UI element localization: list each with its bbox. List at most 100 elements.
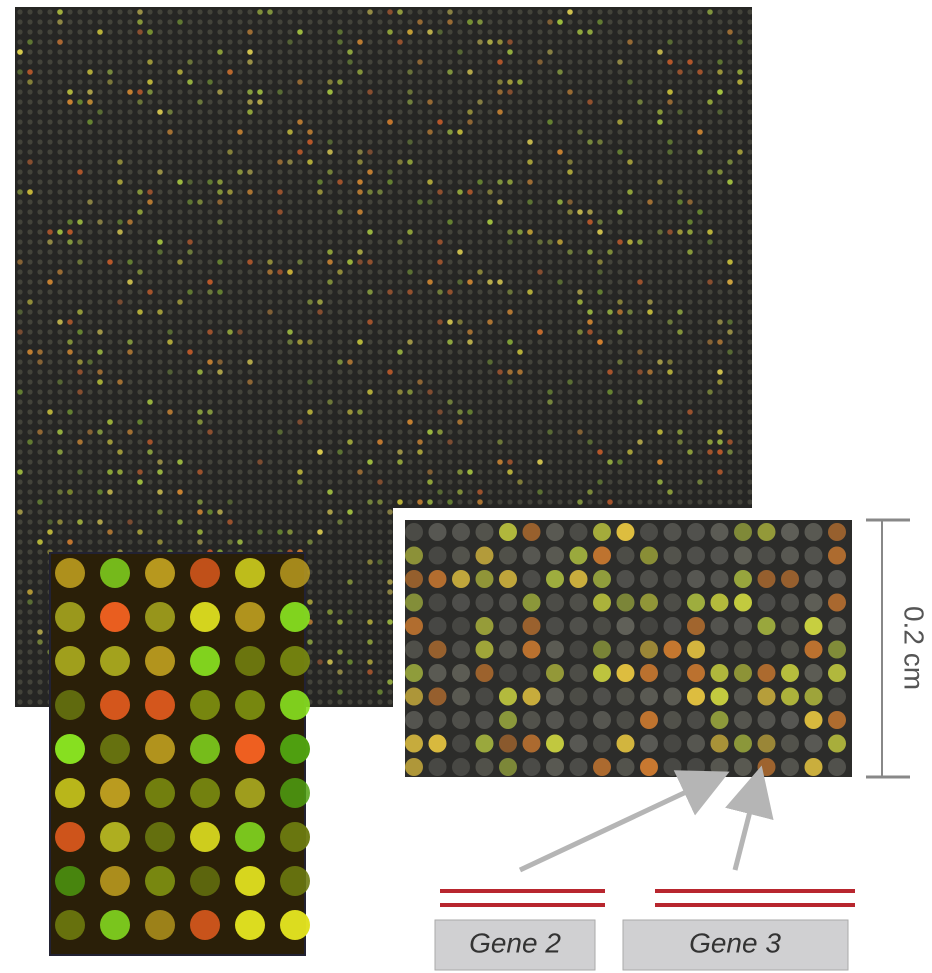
spot <box>145 646 175 676</box>
spot <box>677 429 683 435</box>
spot <box>235 822 265 852</box>
spot <box>405 570 423 588</box>
spot <box>427 479 433 485</box>
spot <box>167 409 173 415</box>
spot <box>327 249 333 255</box>
spot <box>187 179 193 185</box>
spot <box>617 594 635 612</box>
spot <box>377 559 383 565</box>
spot <box>781 570 799 588</box>
spot <box>47 409 53 415</box>
spot <box>447 499 453 505</box>
spot <box>257 529 263 535</box>
spot <box>55 734 85 764</box>
spot <box>570 570 588 588</box>
spot <box>297 119 303 125</box>
spot <box>640 594 658 612</box>
spot <box>557 239 563 245</box>
spot <box>407 269 413 275</box>
spot <box>805 735 823 753</box>
spot <box>77 169 83 175</box>
spot <box>287 529 293 535</box>
spot <box>145 822 175 852</box>
spot <box>397 159 403 165</box>
spot <box>567 9 573 15</box>
spot <box>429 688 447 706</box>
spot <box>107 69 113 75</box>
spot <box>734 758 752 776</box>
spot <box>687 547 705 565</box>
spot <box>57 429 63 435</box>
spot <box>727 319 733 325</box>
spot <box>727 159 733 165</box>
spot <box>570 711 588 729</box>
spot <box>707 9 713 15</box>
spot <box>227 69 233 75</box>
spot <box>337 619 343 625</box>
spot <box>523 594 541 612</box>
spot <box>235 690 265 720</box>
spot <box>187 249 193 255</box>
spot <box>367 89 373 95</box>
spot <box>127 519 133 525</box>
spot <box>367 659 373 665</box>
spot <box>247 259 253 265</box>
spot <box>367 669 373 675</box>
spot <box>637 279 643 285</box>
spot <box>397 459 403 465</box>
spot <box>499 664 517 682</box>
spot <box>734 594 752 612</box>
spot <box>547 119 553 125</box>
spot <box>397 499 403 505</box>
spot <box>758 758 776 776</box>
spot <box>467 279 473 285</box>
spot <box>197 409 203 415</box>
spot <box>287 159 293 165</box>
spot <box>717 69 723 75</box>
spot <box>697 129 703 135</box>
spot <box>517 369 523 375</box>
spot <box>277 89 283 95</box>
spot <box>627 309 633 315</box>
spot <box>317 659 323 665</box>
spot <box>327 399 333 405</box>
spot <box>157 539 163 545</box>
spot <box>197 419 203 425</box>
spot <box>127 89 133 95</box>
spot <box>357 249 363 255</box>
spot <box>55 646 85 676</box>
spot <box>377 689 383 695</box>
spot <box>57 489 63 495</box>
spot <box>147 189 153 195</box>
spot <box>570 547 588 565</box>
spot <box>237 539 243 545</box>
spot <box>77 519 83 525</box>
spot <box>597 229 603 235</box>
spot <box>77 99 83 105</box>
spot <box>407 389 413 395</box>
spot <box>177 179 183 185</box>
microarray-zoom-right <box>393 508 860 785</box>
spot <box>417 59 423 65</box>
spot <box>17 189 23 195</box>
spot <box>737 149 743 155</box>
spot <box>217 259 223 265</box>
spot <box>457 279 463 285</box>
spot <box>487 219 493 225</box>
spot <box>327 169 333 175</box>
spot <box>437 259 443 265</box>
spot <box>107 439 113 445</box>
spot <box>476 570 494 588</box>
spot <box>677 229 683 235</box>
spot <box>235 602 265 632</box>
spot <box>711 758 729 776</box>
spot <box>467 469 473 475</box>
spot <box>805 758 823 776</box>
spot <box>37 429 43 435</box>
spot <box>546 594 564 612</box>
spot <box>357 159 363 165</box>
spot <box>497 459 503 465</box>
spot <box>717 89 723 95</box>
spot <box>137 89 143 95</box>
spot <box>637 239 643 245</box>
